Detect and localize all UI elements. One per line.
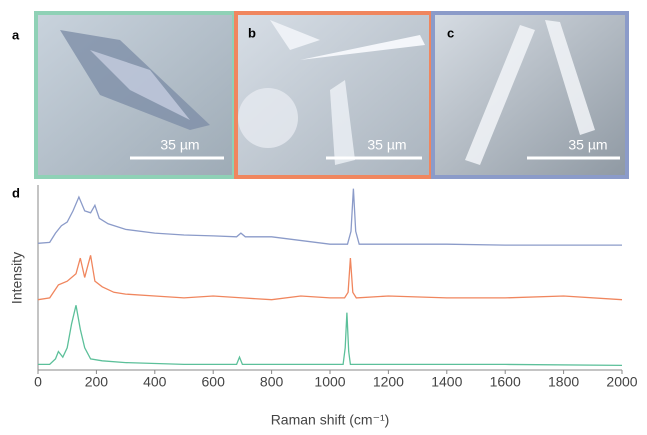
x-tick-label: 1800: [548, 374, 579, 390]
x-tick-label: 1600: [490, 374, 521, 390]
x-axis-label: Raman shift (cm⁻¹): [271, 412, 390, 428]
spectrum: [37, 255, 623, 301]
x-tick-label: 600: [202, 374, 226, 390]
scale-bar-label: 35 µm: [160, 137, 199, 153]
x-tick-label: 800: [260, 374, 284, 390]
panel-label: b: [248, 25, 256, 40]
spectrum: [37, 188, 622, 246]
x-tick-label: 1000: [314, 374, 345, 390]
micrograph-a: [34, 11, 236, 179]
x-tick-label: 400: [143, 374, 167, 390]
scale-bar-label: 35 µm: [568, 137, 607, 153]
y-axis-label: Intensity: [9, 252, 25, 304]
x-tick-label: 200: [85, 374, 109, 390]
panel-label: a: [12, 27, 20, 42]
x-tick-label: 1400: [431, 374, 462, 390]
micrograph-c: [431, 11, 629, 179]
x-tick-label: 0: [34, 374, 42, 390]
spectrum: [38, 305, 623, 367]
x-tick-label: 2000: [606, 374, 637, 390]
panel-label: c: [447, 25, 454, 40]
scale-bar-label: 35 µm: [367, 137, 406, 153]
micrograph-b: [234, 11, 433, 179]
x-tick-label: 1200: [373, 374, 404, 390]
panel-label: d: [12, 185, 20, 200]
